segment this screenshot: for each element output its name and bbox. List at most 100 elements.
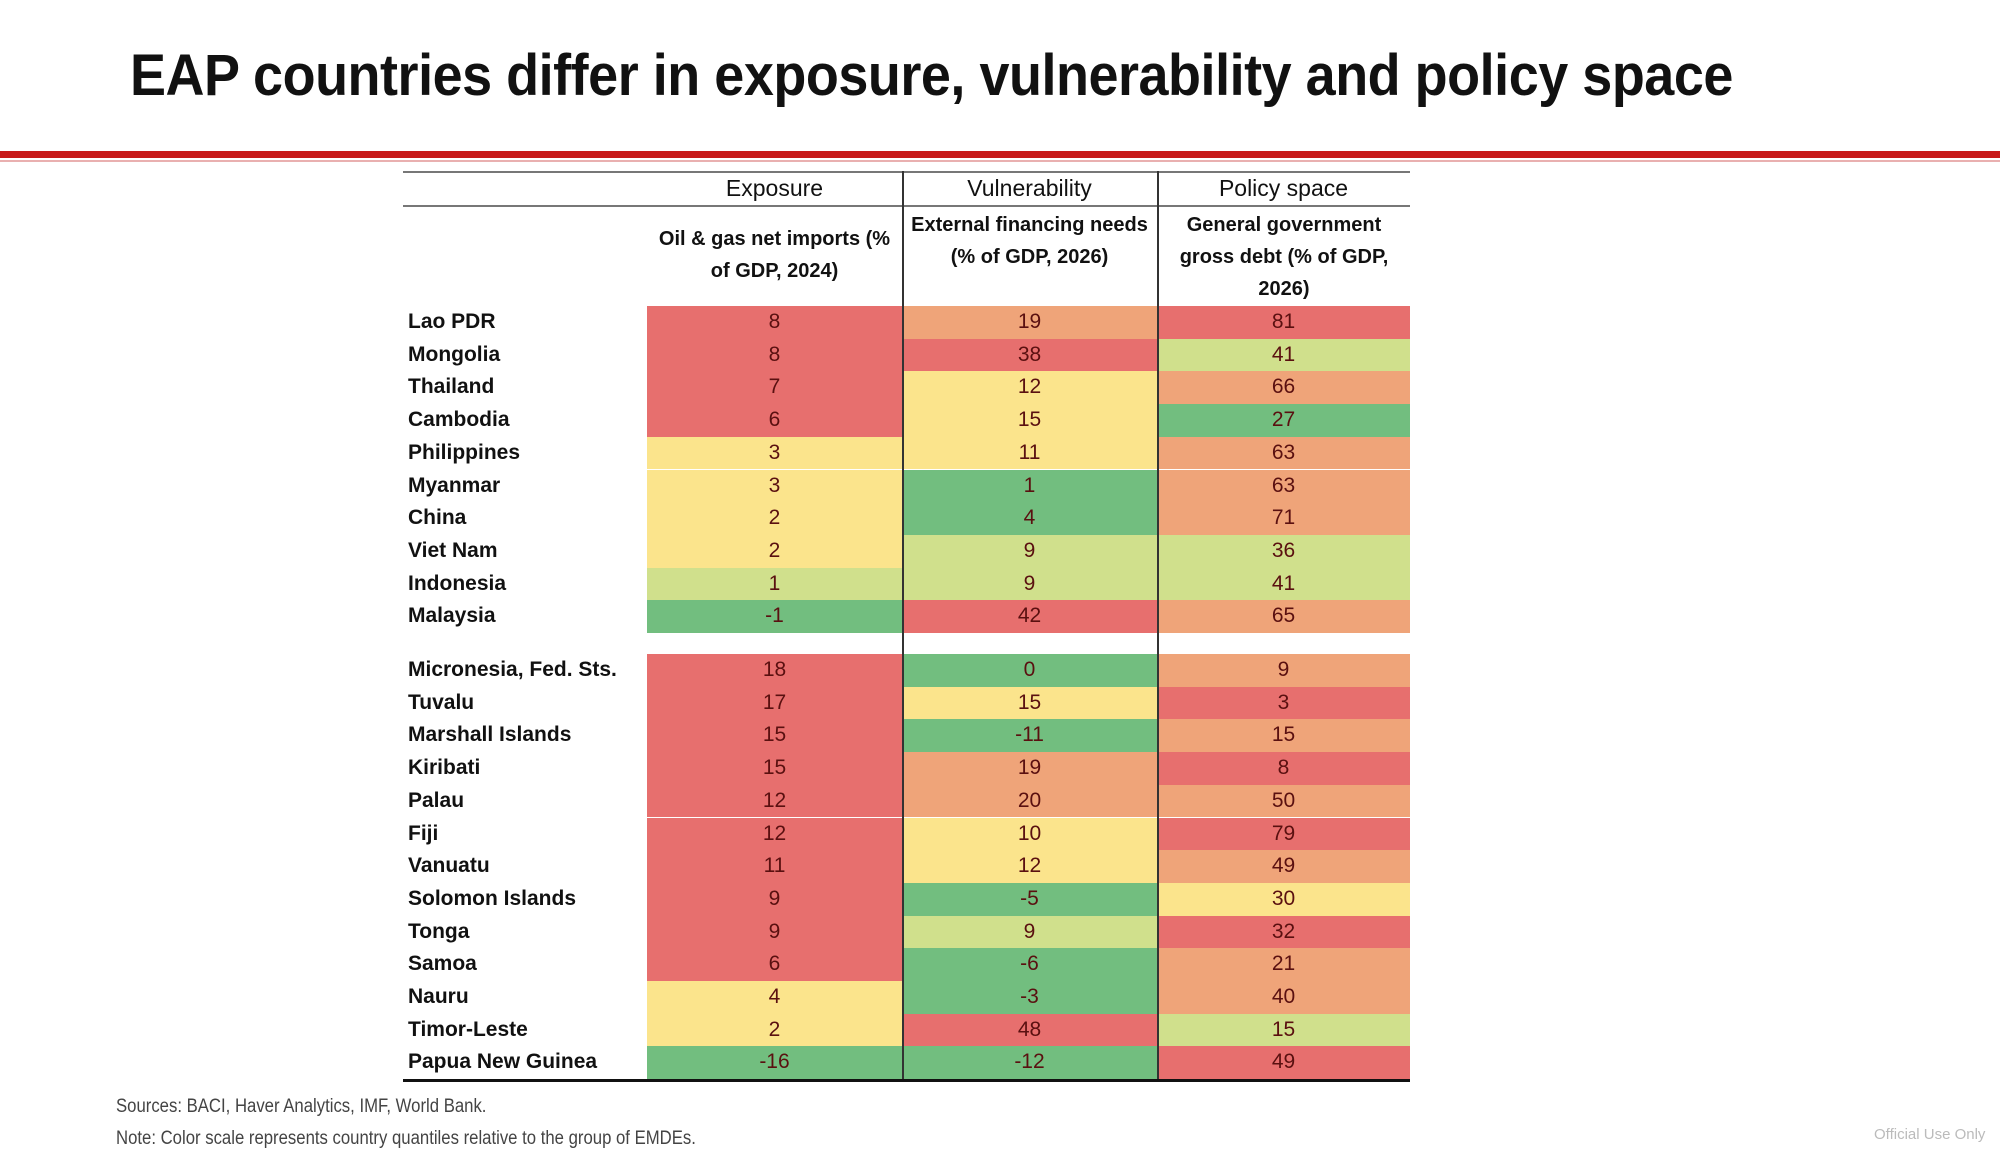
header-rule <box>403 205 1410 207</box>
classification-label: Official Use Only <box>1874 1126 1986 1143</box>
table-row: Lao PDR 8 19 81 <box>403 306 1410 339</box>
country-name: Kiribati <box>408 756 481 780</box>
table-row: Mongolia 8 38 41 <box>403 338 1410 372</box>
vulnerability-cell: 4 <box>902 502 1157 535</box>
table-row: Cambodia 6 15 27 <box>403 404 1410 437</box>
table-row: Vanuatu 11 12 49 <box>403 850 1410 883</box>
table-row: Tonga 9 9 32 <box>403 915 1410 949</box>
policy-space-cell: 32 <box>1157 915 1410 949</box>
table-row: Malaysia -1 42 65 <box>403 600 1410 633</box>
exposure-cell: 18 <box>647 654 902 687</box>
country-name: Myanmar <box>408 473 501 497</box>
policy-space-cell: 40 <box>1157 981 1410 1014</box>
vulnerability-cell: 15 <box>902 404 1157 437</box>
vulnerability-cell: -5 <box>902 882 1157 916</box>
slide-title: EAP countries differ in exposure, vulner… <box>130 43 1733 108</box>
policy-space-cell: 9 <box>1157 654 1410 687</box>
table-row: Myanmar 3 1 63 <box>403 469 1410 503</box>
vulnerability-cell: 10 <box>902 817 1157 851</box>
exposure-cell: 17 <box>647 686 902 720</box>
exposure-cell: 9 <box>647 915 902 949</box>
vulnerability-cell: 12 <box>902 850 1157 883</box>
country-name: Tuvalu <box>408 690 475 714</box>
table-bottom-rule <box>403 1079 1410 1082</box>
vulnerability-cell: -12 <box>902 1046 1157 1080</box>
policy-space-cell: 63 <box>1157 436 1410 470</box>
policy-space-cell: 66 <box>1157 371 1410 405</box>
country-name: Viet Nam <box>408 538 498 562</box>
policy-space-cell: 41 <box>1157 567 1410 601</box>
exposure-cell: 11 <box>647 850 902 883</box>
country-name: Mongolia <box>408 342 501 366</box>
subheader-external-financing: External financing needs (% of GDP, 2026… <box>911 214 1148 268</box>
table-row: Solomon Islands 9 -5 30 <box>403 882 1410 916</box>
vulnerability-cell: 1 <box>902 469 1157 503</box>
policy-space-cell: 63 <box>1157 469 1410 503</box>
exposure-cell: 8 <box>647 306 902 339</box>
country-name: Papua New Guinea <box>408 1050 598 1074</box>
country-name: Indonesia <box>408 571 507 595</box>
vulnerability-cell: 42 <box>902 600 1157 633</box>
country-name: Nauru <box>408 985 469 1008</box>
country-name: Timor-Leste <box>408 1017 528 1041</box>
country-name: Samoa <box>408 952 477 976</box>
table-row: Fiji 12 10 79 <box>403 817 1410 851</box>
table-row: Tuvalu 17 15 3 <box>403 686 1410 720</box>
vulnerability-cell: 9 <box>902 915 1157 949</box>
policy-space-cell: 79 <box>1157 817 1410 851</box>
subheader-oil-gas: Oil & gas net imports (% of GDP, 2024) <box>658 228 891 282</box>
policy-space-cell: 21 <box>1157 948 1410 981</box>
header-policy-space: Policy space <box>1218 175 1349 201</box>
vulnerability-cell: 20 <box>902 784 1157 818</box>
table-row: Marshall Islands 15 -11 15 <box>403 719 1410 753</box>
country-name: Philippines <box>408 440 521 464</box>
country-name: Palau <box>408 788 465 812</box>
table-row: China 2 4 71 <box>403 502 1410 535</box>
country-name: Vanuatu <box>408 854 490 878</box>
table-row: Palau 12 20 50 <box>403 784 1410 818</box>
vulnerability-cell: 0 <box>902 654 1157 687</box>
table-row: Kiribati 15 19 8 <box>403 752 1410 785</box>
vulnerability-cell: 15 <box>902 686 1157 720</box>
vulnerability-cell: 38 <box>902 338 1157 372</box>
exposure-cell: 8 <box>647 338 902 372</box>
table-top-rule <box>403 171 1410 173</box>
exposure-cell: 2 <box>647 502 902 535</box>
exposure-cell: 2 <box>647 1013 902 1047</box>
exposure-cell: 15 <box>647 719 902 753</box>
title-divider-shadow <box>0 160 2000 162</box>
header-exposure: Exposure <box>725 175 824 201</box>
exposure-cell: 6 <box>647 404 902 437</box>
note-text: Note: Color scale represents country qua… <box>116 1128 696 1149</box>
exposure-cell: 9 <box>647 882 902 916</box>
vulnerability-cell: 9 <box>902 567 1157 601</box>
exposure-cell: 15 <box>647 752 902 785</box>
country-name: Micronesia, Fed. Sts. <box>408 658 617 681</box>
vulnerability-cell: 12 <box>902 371 1157 405</box>
exposure-cell: 12 <box>647 784 902 818</box>
title-divider <box>0 151 2000 158</box>
policy-space-cell: 30 <box>1157 882 1410 916</box>
country-name: Tonga <box>408 919 470 943</box>
table-row: Thailand 7 12 66 <box>403 371 1410 405</box>
exposure-cell: -16 <box>647 1046 902 1080</box>
vulnerability-cell: -11 <box>902 719 1157 753</box>
vulnerability-cell: -6 <box>902 948 1157 981</box>
table-row: Micronesia, Fed. Sts. 18 0 9 <box>403 654 1410 687</box>
vulnerability-cell: -3 <box>902 981 1157 1014</box>
policy-space-cell: 27 <box>1157 404 1410 437</box>
table-row: Indonesia 1 9 41 <box>403 567 1410 601</box>
policy-space-cell: 50 <box>1157 784 1410 818</box>
country-name: China <box>408 506 467 530</box>
table-row: Nauru 4 -3 40 <box>403 981 1410 1014</box>
policy-space-cell: 49 <box>1157 850 1410 883</box>
exposure-cell: 3 <box>647 469 902 503</box>
policy-space-cell: 15 <box>1157 719 1410 753</box>
country-name: Marshall Islands <box>408 723 572 747</box>
country-name: Malaysia <box>408 604 496 628</box>
country-name: Lao PDR <box>408 310 496 333</box>
policy-space-cell: 81 <box>1157 306 1410 339</box>
vulnerability-cell: 11 <box>902 436 1157 470</box>
table-row: Timor-Leste 2 48 15 <box>403 1013 1410 1047</box>
column-divider <box>902 171 904 1081</box>
